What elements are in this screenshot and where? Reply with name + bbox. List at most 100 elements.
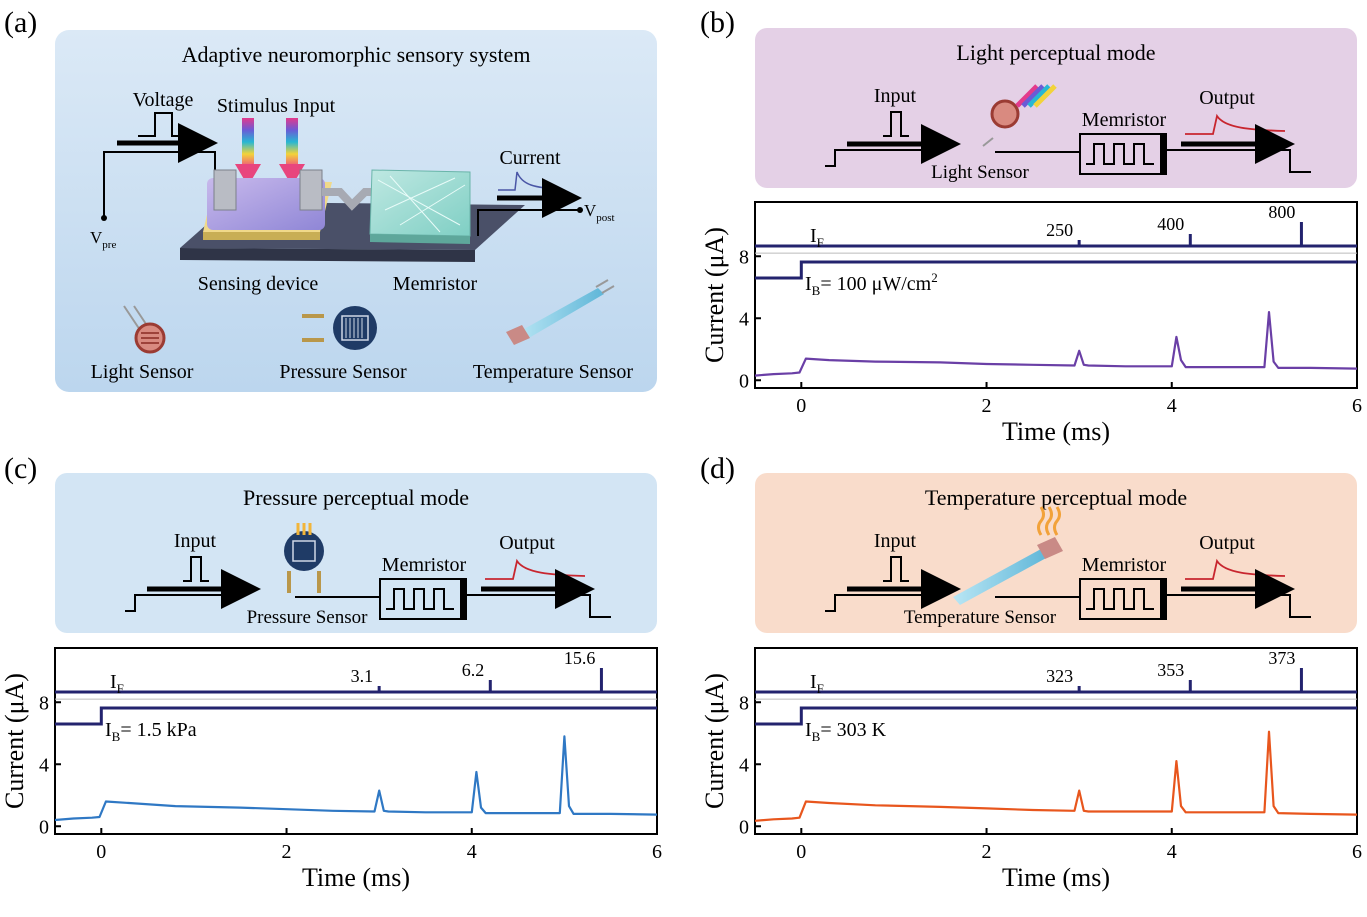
x-tick-label: 0 — [796, 395, 806, 417]
panel-label-d: (d) — [700, 452, 735, 485]
sensor-lead — [982, 137, 994, 147]
series-line — [754, 311, 1358, 377]
y-tick-label: 0 — [739, 370, 749, 392]
memristor-zigzag — [1086, 588, 1154, 610]
ib-label: IB= 303 K — [805, 719, 887, 744]
panel-label-a: (a) — [4, 6, 37, 39]
pressure-sensor-icon — [302, 306, 377, 350]
pulse-label: 353 — [1157, 660, 1184, 680]
x-tick-label: 2 — [982, 395, 992, 417]
voltage-label: Voltage — [133, 89, 194, 111]
sensor-lead — [317, 571, 321, 593]
chart-b: 250 400 800 IF IB= 100 μW/cm2 0 2 4 6 0 4 8 Time (ms… — [700, 201, 1362, 446]
pulse-label: 323 — [1046, 666, 1073, 686]
plot-frame — [54, 647, 658, 835]
pulse-label: 400 — [1157, 214, 1184, 234]
sensor-grid — [292, 540, 316, 562]
memristor-symbol-icon — [1079, 133, 1167, 175]
input-pulse-icon — [883, 111, 909, 137]
input-pulse-icon — [183, 556, 209, 582]
output-wire — [466, 594, 611, 618]
plot-frame — [754, 201, 1358, 389]
vpre-label: Vpre — [90, 228, 116, 251]
ib-line — [55, 706, 657, 726]
if-label: IF — [810, 671, 824, 696]
input-wire — [125, 594, 245, 612]
mode-input-label-b: Input — [874, 85, 917, 107]
temperature-sensor-label: Temperature Sensor — [473, 361, 634, 383]
x-tick-label: 4 — [467, 841, 477, 863]
pulse-label: 3.1 — [351, 666, 374, 686]
memristor-zigzag — [386, 588, 454, 610]
chart-d: 323 353 373 IF IB= 303 K 0 2 4 6 0 4 8 Time (ms) Curr… — [700, 647, 1362, 892]
chart-c: 3.1 6.2 15.6 IF IB= 1.5 kPa 0 2 4 6 0 4 8 Time (ms) C… — [0, 647, 662, 892]
x-axis-label: Time (ms) — [302, 863, 410, 892]
mode-memristor-label-b: Memristor — [1082, 109, 1167, 131]
pressure-sensor-icon — [284, 523, 324, 593]
y-tick-label: 8 — [39, 692, 49, 714]
light-ray-icon — [1027, 84, 1051, 108]
input-wire — [825, 149, 945, 167]
mode-output-label-b: Output — [1199, 87, 1255, 109]
y-tick-label: 4 — [39, 754, 49, 776]
sensing-device-label: Sensing device — [198, 273, 319, 295]
mode-output-label-d: Output — [1199, 532, 1255, 554]
mode-memristor-label-c: Memristor — [382, 554, 467, 576]
mode-box-c: Pressure perceptual mode Input Pressure Se… — [55, 473, 657, 633]
ib-label: IB= 100 μW/cm2 — [805, 270, 938, 298]
mode-title-b: Light perceptual mode — [956, 40, 1155, 65]
light-ray-icon — [1021, 84, 1045, 108]
mode-memristor-label-d: Memristor — [1082, 554, 1167, 576]
memristor-symbol-icon — [379, 578, 467, 620]
y-axis-label: Current (μA) — [700, 673, 729, 809]
x-axis-label: Time (ms) — [1002, 417, 1110, 446]
mode-background-c — [55, 473, 657, 633]
series-line — [754, 730, 1358, 822]
y-tick-label: 4 — [739, 754, 749, 776]
temperature-sensor-icon — [953, 506, 1063, 605]
output-wire — [1166, 149, 1311, 173]
panel-label-b: (b) — [700, 6, 735, 39]
sensor-probe — [953, 549, 1048, 605]
x-tick-label: 4 — [1167, 841, 1177, 863]
pressure-sensor-label: Pressure Sensor — [279, 361, 407, 383]
x-tick-label: 0 — [796, 841, 806, 863]
y-tick-label: 8 — [739, 246, 749, 268]
ib-line — [755, 706, 1357, 726]
light-ray-icon — [1015, 84, 1039, 108]
input-wire — [825, 594, 945, 612]
temperature-sensor-icon — [506, 279, 615, 345]
x-tick-label: 2 — [982, 841, 992, 863]
sensor-body — [990, 99, 1020, 129]
pulse-label: 250 — [1046, 220, 1073, 240]
vpre-node — [101, 215, 107, 221]
ib-line — [755, 260, 1357, 280]
mode-input-label-d: Input — [874, 530, 917, 552]
memristor-zigzag — [1086, 143, 1154, 165]
panel-a-title: Adaptive neuromorphic sensory system — [182, 42, 531, 67]
output-wire — [1166, 594, 1311, 618]
memristor-bar — [460, 579, 466, 619]
y-tick-label: 8 — [739, 692, 749, 714]
x-tick-label: 4 — [1167, 395, 1177, 417]
light-sensor-label: Light Sensor — [91, 361, 194, 383]
pulse-label: 800 — [1268, 202, 1295, 222]
stimulus-label: Stimulus Input — [217, 95, 336, 117]
x-tick-label: 2 — [282, 841, 292, 863]
x-tick-label: 0 — [96, 841, 106, 863]
plot-frame — [754, 647, 1358, 835]
input-pulse-icon — [883, 556, 909, 582]
x-tick-label: 6 — [1352, 395, 1362, 417]
ib-label: IB= 1.5 kPa — [105, 719, 197, 744]
y-tick-label: 0 — [39, 816, 49, 838]
heat-icon — [1037, 506, 1045, 536]
series-line — [54, 735, 658, 822]
mode-input-label-c: Input — [174, 530, 217, 552]
mode-sensor-label-b: Light Sensor — [931, 162, 1029, 183]
current-label: Current — [499, 147, 561, 169]
memristor-symbol-icon — [1079, 578, 1167, 620]
y-tick-label: 4 — [739, 308, 749, 330]
voltage-pulse-icon — [117, 112, 218, 163]
light-ray-icon — [1033, 84, 1057, 108]
